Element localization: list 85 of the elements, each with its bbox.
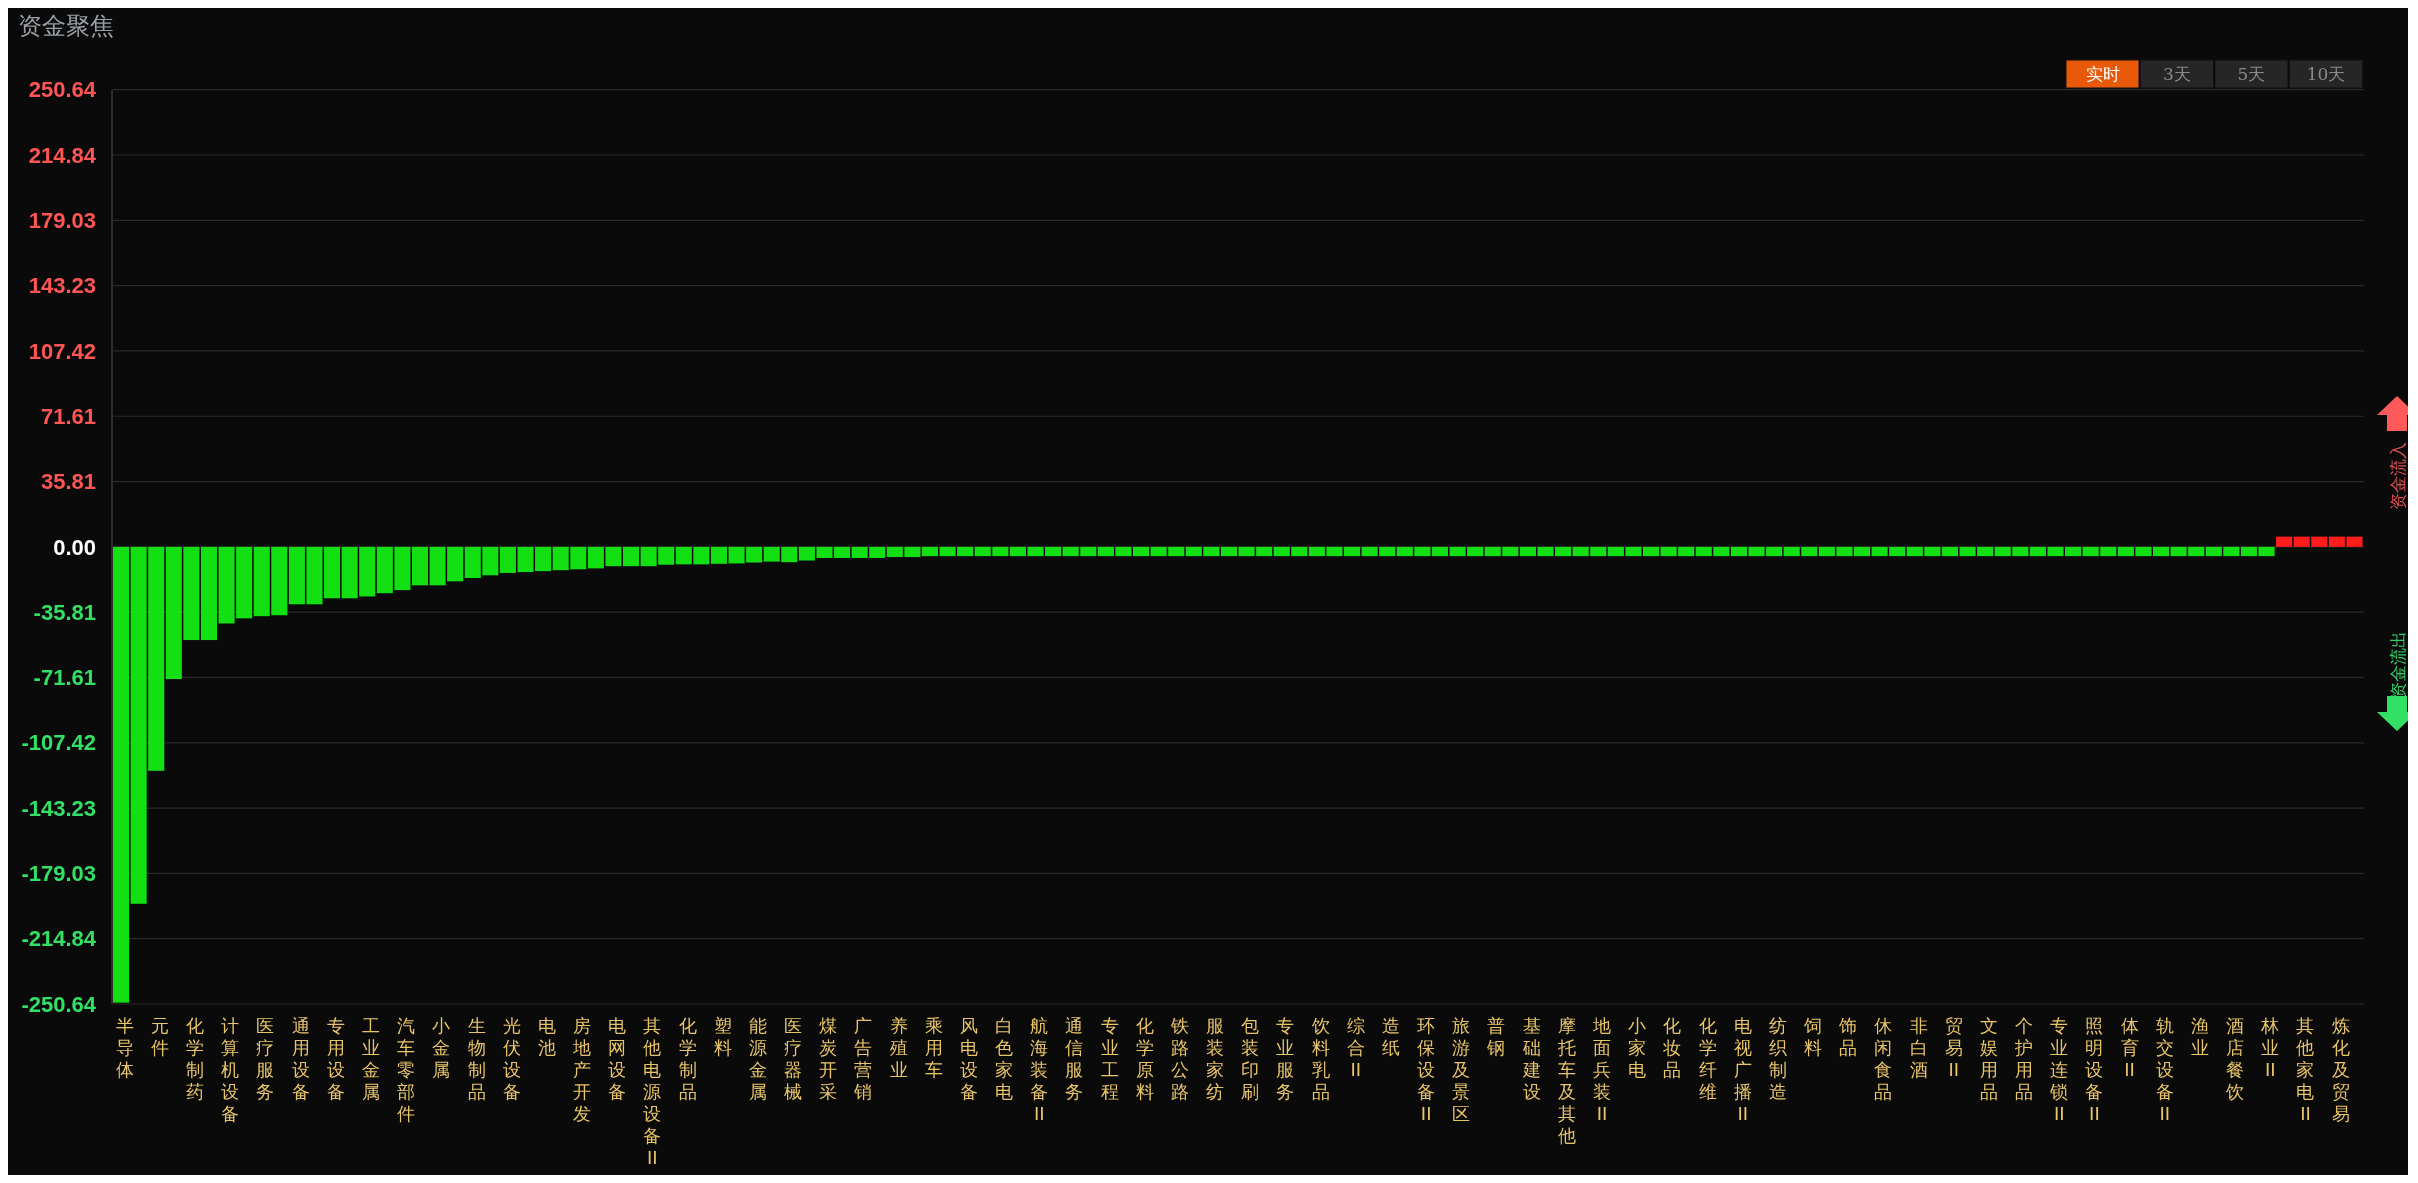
x-tick-label: 通信服务 [1065,1015,1084,1102]
x-tick-label: 广告营销 [853,1015,873,1102]
x-tick-label: 酒店餐饮 [2225,1015,2245,1102]
y-tick-label: 71.61 [40,403,96,429]
x-tick-label: 汽车零部件 [397,1015,416,1124]
y-tick-label: 107.42 [28,338,96,364]
x-tick-label: 摩托车及其他 [1556,1015,1576,1146]
x-tick-label: 造纸 [1381,1015,1400,1058]
x-tick-label: 化学纤维 [1698,1015,1717,1102]
x-tick-label: 纺织制造 [1768,1015,1787,1102]
x-tick-label: 光伏设备 [502,1015,521,1102]
y-tick-label: 35.81 [40,469,96,495]
x-tick-label: 小家电 [1628,1015,1647,1080]
x-tick-label: 房地产开发 [572,1015,592,1124]
x-tick-label: 地面兵装II [1592,1015,1612,1124]
x-tick-label: 照明设备II [2085,1015,2104,1124]
x-tick-label: 综合II [1346,1015,1365,1080]
x-tick-label: 饰品 [1838,1015,1858,1058]
x-tick-label: 塑料 [713,1015,732,1058]
x-tick-label: 乘用车 [924,1015,943,1080]
period-button: 实时 [2065,59,2140,89]
y-tick-label: 214.84 [28,142,97,168]
x-tick-label: 包装印刷 [1241,1015,1260,1102]
x-tick-label: 其他电源设备II [643,1015,662,1168]
text: 资金流入 [2387,442,2408,510]
x-tick-label: 林业II [2260,1015,2280,1080]
x-tick-label: 贸易II [1944,1015,1963,1080]
y-tick-label: 143.23 [28,273,96,299]
x-tick-label: 环保设备II [1417,1015,1436,1124]
y-tick-label: -71.61 [33,665,96,691]
y-tick-label: -107.42 [21,730,96,756]
x-tick-label: 化学制药 [186,1015,205,1102]
x-tick-label: 航海装备II [1030,1015,1049,1124]
y-tick-label: -143.23 [21,795,96,821]
y-tick-label: -250.64 [21,991,97,1017]
x-tick-label: 通用设备 [291,1015,310,1102]
x-tick-label: 小金属 [432,1015,451,1080]
period-button: 10天 [2289,59,2363,89]
x-tick-label: 专业工程 [1100,1015,1119,1102]
y-tick-label: -214.84 [21,926,97,952]
x-tick-label: 化学制品 [678,1015,697,1102]
x-tick-label: 基础建设 [1521,1015,1541,1102]
x-tick-label: 化学原料 [1135,1015,1154,1102]
x-tick-label: 专业连锁II [2049,1015,2069,1124]
y-tick-label: 179.03 [28,208,96,234]
x-tick-label: 饮料乳品 [1310,1015,1330,1102]
x-tick-label: 风电设备 [959,1015,978,1102]
x-tick-label: 非白酒 [1909,1015,1928,1080]
y-tick-label: 0.00 [53,534,96,560]
x-tick-label: 休闲食品 [1874,1015,1893,1102]
x-tick-label: 计算机设备 [221,1015,240,1124]
x-tick-label: 半导体 [115,1015,134,1080]
x-tick-label: 铁路公路 [1169,1015,1189,1102]
x-tick-label: 医疗服务 [256,1015,275,1102]
period-button: 3天 [2140,59,2214,89]
x-tick-label: 旅游及景区 [1452,1015,1471,1124]
x-tick-label: 其他家电II [2296,1015,2315,1124]
x-tick-label: 生物制品 [467,1015,486,1102]
x-tick-label: 专用设备 [326,1015,345,1102]
x-tick-label: 医疗器械 [784,1015,803,1102]
x-tick-label: 煤炭开采 [819,1015,838,1102]
x-tick-label: 普钢 [1486,1015,1506,1058]
x-tick-label: 元件 [150,1015,169,1058]
period-button: 5天 [2214,59,2289,89]
x-tick-label: 电网设备 [608,1015,627,1102]
y-tick-label: 250.64 [28,77,97,103]
x-tick-label: 电视广播II [1733,1015,1752,1124]
x-tick-label: 渔业 [2190,1015,2209,1058]
x-tick-label: 专业服务 [1276,1015,1295,1102]
x-tick-label: 白色家电 [995,1015,1014,1102]
x-tick-label: 炼化及贸易 [2331,1015,2350,1124]
x-tick-label: 体育II [2120,1015,2139,1080]
x-tick-label: 化妆品 [1663,1015,1682,1080]
x-tick-label: 养殖业 [889,1015,908,1080]
chart-title: 资金聚焦 [18,12,114,40]
y-tick-label: -179.03 [21,861,96,887]
x-tick-label: 工业金属 [362,1015,380,1102]
x-tick-label: 服装家纺 [1206,1015,1225,1102]
x-tick-label: 个护用品 [2014,1015,2034,1102]
y-tick-label: -35.81 [33,599,96,625]
x-tick-label: 电池 [537,1015,556,1058]
x-tick-label: 饲料 [1803,1015,1823,1058]
x-tick-label: 能源金属 [748,1015,767,1102]
x-tick-label: 文娱用品 [1979,1015,1998,1102]
x-tick-label: 轨交设备II [2155,1015,2174,1124]
